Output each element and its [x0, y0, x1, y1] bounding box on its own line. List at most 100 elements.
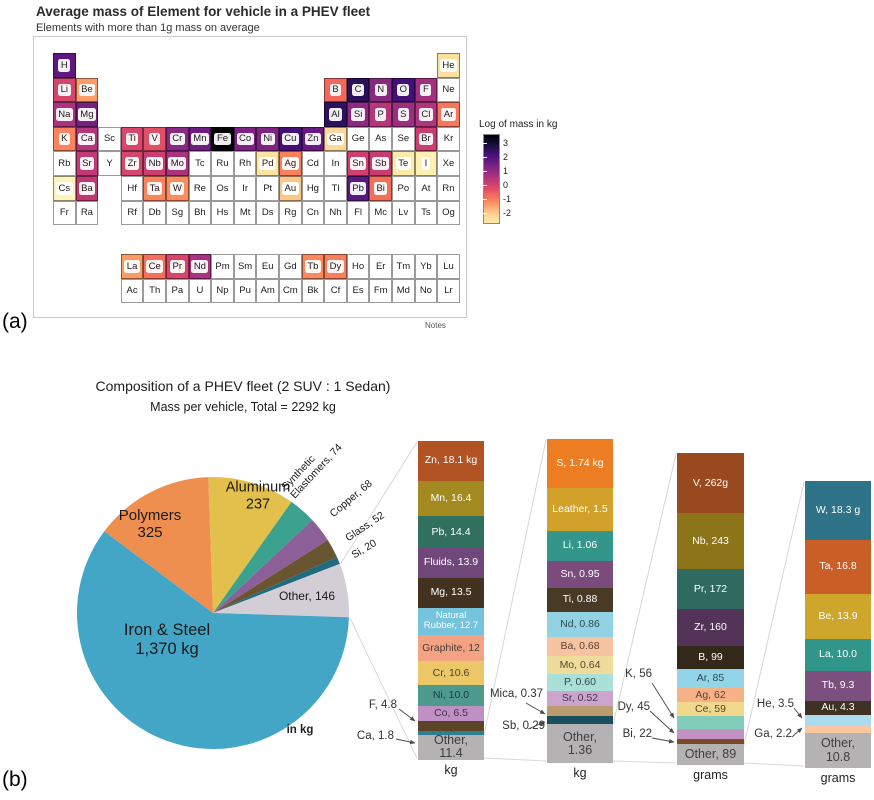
element-cell-Tb: Tb [301, 254, 325, 279]
element-cell-Ce: Ce [143, 254, 166, 279]
periodic-table-grid: H He Li Be B C N O F Ne Na Mg Al Si P S Cl Ar K Ca Sc Ti V Cr Mn… [34, 37, 466, 317]
element-symbol: Db [148, 207, 161, 219]
pie-slice-other [213, 563, 349, 618]
bar-segment-s: S, 1.74 kg [547, 439, 613, 489]
element-cell-H: H [53, 53, 76, 78]
element-symbol: C [352, 83, 365, 97]
element-cell-Bk: Bk [301, 278, 325, 304]
bar-segment-label: Sr, 0.52 [561, 691, 599, 704]
element-cell-Np: Np [211, 278, 234, 304]
bar-segment-label: Ni, 10.0 [432, 689, 470, 702]
element-symbol: In [331, 157, 340, 169]
bar-segment-label: Au, 4.3 [821, 701, 855, 714]
element-cell-Si: Si [346, 102, 370, 127]
bar-segment-label: B, 99 [698, 650, 723, 663]
element-cell-Ta: Ta [143, 176, 166, 201]
element-symbol: Er [375, 260, 386, 272]
bar-segment-fluids: Fluids, 13.9 [418, 547, 484, 579]
element-symbol: Og [442, 207, 455, 219]
element-cell-Tl: Tl [324, 176, 347, 201]
bar-segment-ga [805, 726, 871, 734]
colorbar-title: Log of mass in kg [479, 119, 558, 130]
colorbar-tick-label: 0 [503, 180, 509, 190]
element-symbol: O [397, 83, 410, 97]
callout-arrow-bi [651, 737, 675, 744]
bar-segment-label: Ti, 0.88 [562, 593, 598, 606]
bar-segment-label: Nd, 0.86 [560, 618, 600, 631]
bar-segment-label: Sn, 0.95 [560, 567, 600, 580]
element-symbol: Cm [282, 285, 298, 297]
bar-segment-la: La, 10.0 [805, 638, 871, 672]
element-cell-Rf: Rf [120, 200, 144, 226]
element-symbol: La [124, 260, 140, 273]
panel-a-title: Average mass of Element for vehicle in a… [36, 4, 371, 19]
bar-segment-pb: Pb, 14.4 [418, 516, 484, 548]
element-cell-Lu: Lu [437, 254, 460, 279]
element-cell-O: O [392, 77, 415, 103]
element-symbol: Pb [349, 182, 367, 195]
element-symbol: Zr [125, 157, 140, 170]
bar-segment-label: La, 10.0 [819, 648, 857, 661]
element-cell-Dy: Dy [324, 254, 347, 279]
element-symbol: Pt [263, 182, 273, 194]
bar-segment-label: Other, 11.4 [433, 735, 469, 760]
element-cell-At: At [414, 176, 438, 201]
element-cell-Md: Md [392, 278, 415, 304]
element-cell-Th: Th [143, 278, 166, 304]
element-cell-La: La [120, 254, 144, 279]
element-symbol: Mn [190, 132, 209, 146]
bar-segment-ti: Ti, 0.88 [547, 587, 613, 613]
element-cell-As: As [369, 126, 392, 152]
element-cell-C: C [346, 77, 370, 103]
element-symbol: Kr [443, 133, 454, 145]
pie-slice-copper [213, 519, 328, 613]
element-cell-Sg: Sg [166, 200, 189, 226]
element-symbol: Th [149, 285, 161, 297]
bar-segment-ag: Ag, 62 [677, 688, 744, 703]
element-cell-Ag: Ag [279, 151, 302, 176]
element-symbol: Sm [237, 260, 253, 272]
element-cell-Rh: Rh [233, 151, 257, 176]
element-symbol: Po [397, 182, 410, 194]
element-cell-Mc: Mc [369, 200, 392, 226]
element-symbol: Mt [239, 207, 251, 219]
element-symbol: W [170, 182, 185, 195]
element-symbol: Cn [306, 207, 319, 219]
bar-segment-nb: Nb, 243 [677, 513, 744, 570]
element-symbol: Cs [55, 182, 73, 195]
element-cell-Lr: Lr [437, 278, 460, 304]
bar-segment-leather: Leather, 1.5 [547, 488, 613, 531]
element-symbol: Br [418, 132, 434, 146]
element-cell-Zn: Zn [301, 126, 325, 152]
element-cell-Re: Re [188, 176, 212, 201]
element-symbol: Ge [351, 133, 365, 145]
bar-segment-co: Co, 6.5 [418, 706, 484, 721]
element-symbol: U [196, 285, 204, 297]
bar-segment-p: P, 0.60 [547, 674, 613, 692]
element-symbol: Rg [284, 207, 297, 219]
element-symbol: Ac [126, 285, 138, 297]
element-symbol: Fe [214, 132, 231, 146]
element-symbol: Tb [304, 260, 321, 273]
element-symbol: H [58, 59, 71, 72]
element-cell-Os: Os [211, 176, 234, 201]
element-symbol: Xe [442, 157, 455, 169]
element-symbol: Zn [304, 132, 321, 146]
element-cell-Rg: Rg [279, 200, 302, 226]
bar-segment-label: Ce, 59 [695, 702, 726, 715]
bar-segment-other: Other, 89 [677, 744, 744, 765]
bar-segment-other: Other, 1.36 [547, 724, 613, 763]
element-symbol: Bi [373, 182, 388, 195]
panel-b-title: Composition of a PHEV fleet (2 SUV : 1 S… [95, 378, 391, 394]
bar-segment-tb: Tb, 9.3 [805, 671, 871, 701]
element-symbol: Np [216, 285, 229, 297]
element-symbol: Ru [216, 157, 229, 169]
element-cell-Mt: Mt [233, 200, 257, 226]
bar-segment-dy [677, 728, 744, 740]
bar-segment-ce: Ce, 59 [677, 702, 744, 717]
bar-segment-label: S, 1.74 kg [556, 457, 604, 470]
element-symbol: Mo [168, 157, 187, 170]
bar-segment-zn: Zn, 18.1 kg [418, 441, 484, 481]
element-symbol: Te [395, 157, 411, 170]
